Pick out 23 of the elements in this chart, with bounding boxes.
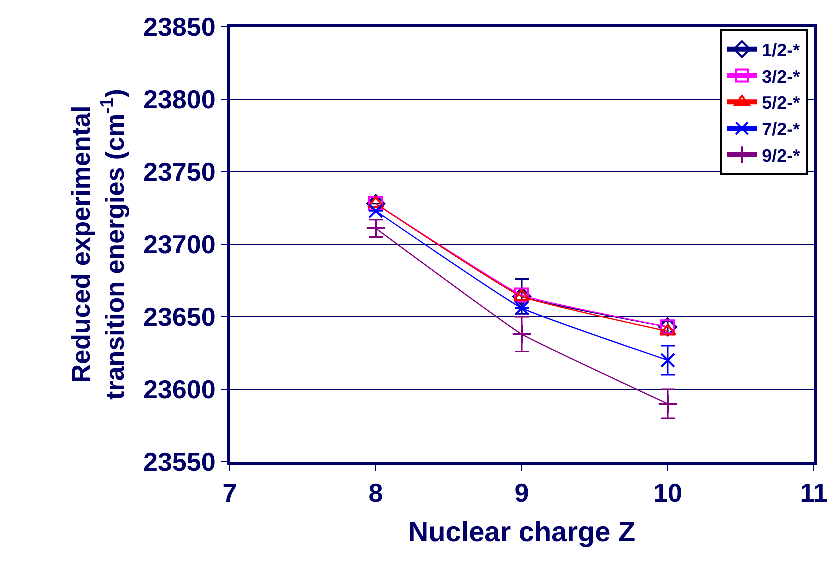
- legend-label: 3/2-*: [762, 66, 800, 87]
- y-tick-label: 23750: [143, 157, 216, 188]
- x-tick-label: 10: [654, 478, 682, 508]
- y-tick-label: 23700: [143, 230, 216, 260]
- legend-label: 7/2-*: [762, 120, 800, 140]
- x-tick-label: 11: [800, 478, 828, 508]
- x-tick-label: 8: [368, 478, 384, 508]
- y-tick-label: 23800: [143, 84, 216, 115]
- y-tick-label: 23650: [143, 302, 216, 332]
- x-tick-label: 7: [222, 478, 238, 508]
- y-tick-label: 23550: [143, 447, 216, 478]
- legend-label: 9/2-*: [762, 146, 800, 166]
- point: [512, 287, 532, 306]
- y-tick-label: 23850: [143, 12, 216, 42]
- point: [512, 324, 532, 344]
- legend-label: 5/2-*: [762, 93, 800, 114]
- point: [660, 353, 676, 368]
- point: [658, 394, 678, 414]
- legend-label: 1/2-*: [762, 40, 800, 60]
- x-tick-label: 9: [514, 478, 530, 508]
- x-axis-title: Nuclear charge Z: [408, 516, 636, 548]
- y-tick-label: 23600: [143, 374, 216, 405]
- point: [514, 300, 530, 316]
